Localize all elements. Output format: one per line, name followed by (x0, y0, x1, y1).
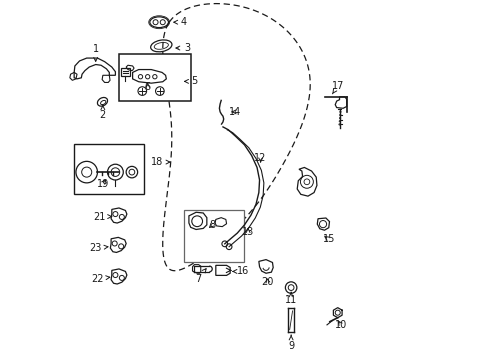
Text: 8: 8 (209, 220, 215, 230)
Bar (119, 54, 190, 101)
Bar (183, 210, 244, 262)
Text: 6: 6 (144, 82, 150, 92)
Text: 15: 15 (322, 234, 334, 244)
Text: 22: 22 (91, 274, 110, 284)
Text: 2: 2 (100, 105, 106, 121)
Text: 3: 3 (176, 43, 190, 53)
Text: 19: 19 (97, 179, 109, 189)
Text: 20: 20 (261, 277, 273, 287)
Text: 17: 17 (331, 81, 343, 94)
Bar (121, 68, 129, 76)
Text: 18: 18 (150, 157, 169, 167)
Text: 13: 13 (242, 227, 254, 237)
Circle shape (339, 114, 340, 115)
Text: 16: 16 (233, 266, 248, 276)
Text: 14: 14 (229, 107, 241, 117)
Text: 21: 21 (93, 212, 111, 221)
Text: 10: 10 (334, 320, 347, 330)
Text: 5: 5 (184, 76, 197, 86)
Text: 4: 4 (173, 17, 186, 27)
Text: 1: 1 (92, 44, 99, 62)
Bar (74, 144, 144, 194)
Text: 9: 9 (287, 335, 294, 351)
Text: 23: 23 (89, 243, 108, 253)
Text: 12: 12 (254, 153, 266, 163)
Circle shape (339, 121, 340, 122)
Text: 11: 11 (285, 292, 297, 305)
Text: 7: 7 (194, 269, 206, 284)
